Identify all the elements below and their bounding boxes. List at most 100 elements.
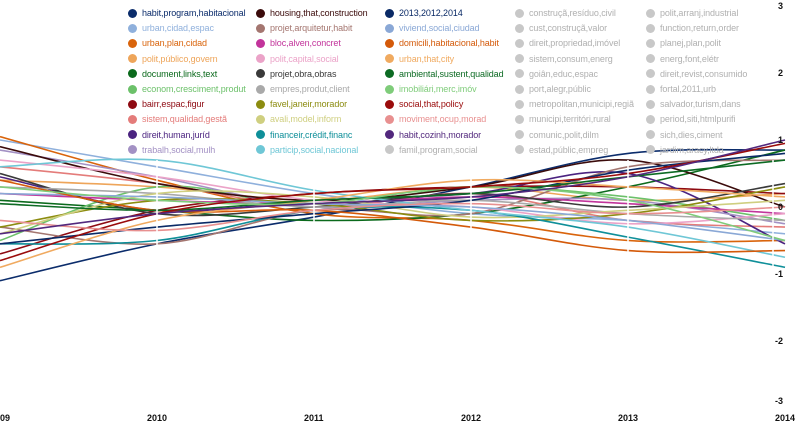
series-line-27[interactable]: [0, 202, 786, 232]
legend-item[interactable]: 2013,2012,2014: [385, 6, 463, 20]
series-line-16[interactable]: [0, 186, 786, 228]
legend-label: fortal,2011,urb: [660, 84, 716, 94]
series-line-22[interactable]: [0, 179, 786, 254]
series-line-24[interactable]: [0, 159, 786, 212]
legend-item[interactable]: urban,cidad,espac: [128, 21, 214, 35]
y-tick-label: -1: [775, 269, 783, 279]
legend-item[interactable]: bairr,espac,figur: [128, 97, 204, 111]
y-tick-label: -2: [775, 336, 783, 346]
legend-item[interactable]: construçã,resíduo,civil: [515, 6, 616, 20]
legend-item[interactable]: jardim,aracy,ltda: [646, 143, 724, 157]
legend-item[interactable]: projet,obra,obras: [256, 67, 336, 81]
legend-item[interactable]: municipi,territóri,rural: [515, 112, 611, 126]
legend-dot-icon: [646, 23, 655, 33]
legend-dot-icon: [385, 84, 394, 94]
legend-item[interactable]: social,that,policy: [385, 97, 463, 111]
series-line-4[interactable]: [0, 149, 786, 222]
legend-label: empres,produt,client: [270, 84, 350, 94]
legend-label: function,return,order: [660, 23, 739, 34]
legend-item[interactable]: goiân,educ,espac: [515, 67, 598, 81]
legend-item[interactable]: moviment,ocup,morad: [385, 112, 486, 126]
legend-dot-icon: [256, 145, 265, 155]
legend-item[interactable]: document,links,text: [128, 67, 217, 81]
series-line-26[interactable]: [0, 142, 786, 262]
legend-label: estad,públic,empreg: [529, 144, 609, 155]
legend-item[interactable]: polit,público,govern: [128, 52, 218, 66]
legend-item[interactable]: direit,propriedad,imóvel: [515, 36, 620, 50]
legend-label: financeir,crédit,financ: [270, 129, 353, 140]
legend-label: sistem,consum,energ: [529, 53, 613, 64]
legend-item[interactable]: favel,janeir,morador: [256, 97, 347, 111]
legend-item[interactable]: urban,that,city: [385, 52, 454, 66]
legend-item[interactable]: ambiental,sustent,qualidad: [385, 67, 504, 81]
legend-item[interactable]: domicili,habitacional,habit: [385, 36, 499, 50]
legend-item[interactable]: econom,cresciment,produt: [128, 82, 246, 96]
legend-label: urban,that,city: [399, 53, 455, 64]
legend-dot-icon: [385, 145, 394, 155]
legend-dot-icon: [256, 84, 265, 94]
legend-item[interactable]: trabalh,social,mulh: [128, 143, 215, 157]
legend-item[interactable]: imobiliári,merc,imóv: [385, 82, 477, 96]
legend-item[interactable]: estad,públic,empreg: [515, 143, 608, 157]
legend-label: sich,dies,ciment: [660, 129, 723, 140]
legend-label: direit,human,juríd: [142, 129, 210, 140]
series-line-15[interactable]: [0, 186, 786, 222]
series-line-10[interactable]: [0, 145, 786, 208]
legend-label: bairr,espac,figur: [142, 99, 205, 110]
legend-dot-icon: [515, 23, 524, 33]
legend-item[interactable]: direit,human,juríd: [128, 128, 210, 142]
legend-dot-icon: [385, 130, 394, 140]
legend-item[interactable]: projet,arquitetur,habit: [256, 21, 352, 35]
legend-item[interactable]: period,siti,htmlpurifi: [646, 112, 735, 126]
legend-item[interactable]: avali,model,inform: [256, 112, 341, 126]
legend-item[interactable]: habit,cozinh,morador: [385, 128, 481, 142]
series-line-20[interactable]: [0, 152, 786, 245]
series-line-25[interactable]: [0, 186, 786, 242]
legend-item[interactable]: housing,that,construction: [256, 6, 368, 20]
legend-item[interactable]: sistem,consum,energ: [515, 52, 613, 66]
series-line-3[interactable]: [0, 179, 786, 202]
legend-label: moviment,ocup,morad: [399, 114, 487, 125]
series-line-28[interactable]: [0, 139, 786, 235]
legend-item[interactable]: viviend,social,ciudad: [385, 21, 480, 35]
legend-item[interactable]: metropolitan,municipi,regiã: [515, 97, 634, 111]
legend-dot-icon: [128, 114, 137, 124]
legend-dot-icon: [128, 69, 137, 79]
legend-item[interactable]: cust,construçã,valor: [515, 21, 607, 35]
legend-item[interactable]: salvador,turism,dans: [646, 97, 741, 111]
series-line-18[interactable]: [0, 205, 786, 269]
legend-label: comunic,polit,dilm: [529, 129, 599, 140]
legend-dot-icon: [515, 130, 524, 140]
legend-item[interactable]: fortal,2011,urb: [646, 82, 716, 96]
legend-item[interactable]: famil,program,social: [385, 143, 478, 157]
legend-item[interactable]: planej,plan,polit: [646, 36, 721, 50]
x-tick-label: 2013: [618, 413, 638, 423]
legend-label: municipi,territóri,rural: [529, 114, 611, 125]
series-line-23[interactable]: [0, 178, 786, 269]
legend-label: social,that,policy: [399, 99, 464, 110]
legend-item[interactable]: polit,arranj,industrial: [646, 6, 738, 20]
legend-item[interactable]: sich,dies,ciment: [646, 128, 723, 142]
legend-item[interactable]: urban,plan,cidad: [128, 36, 207, 50]
legend-item[interactable]: comunic,polit,dilm: [515, 128, 599, 142]
legend-dot-icon: [385, 99, 394, 109]
legend-item[interactable]: function,return,order: [646, 21, 739, 35]
legend-item[interactable]: port,alegr,públic: [515, 82, 591, 96]
y-tick-label: -3: [775, 396, 783, 406]
legend-item[interactable]: empres,produt,client: [256, 82, 350, 96]
legend-item[interactable]: financeir,crédit,financ: [256, 128, 352, 142]
legend-item[interactable]: direit,revist,consumido: [646, 67, 747, 81]
legend-item[interactable]: habit,program,habitacional: [128, 6, 246, 20]
legend-dot-icon: [515, 54, 524, 64]
legend-label: construçã,resíduo,civil: [529, 8, 616, 18]
legend-item[interactable]: energ,font,elétr: [646, 52, 719, 66]
legend-label: polit,capital,social: [270, 53, 339, 64]
legend-item[interactable]: polit,capital,social: [256, 52, 339, 66]
legend-dot-icon: [646, 145, 655, 155]
legend-item[interactable]: particip,social,nacional: [256, 143, 358, 157]
legend-dot-icon: [646, 54, 655, 64]
legend-label: metropolitan,municipi,regiã: [529, 99, 634, 110]
legend-item[interactable]: sistem,qualidad,gestã: [128, 112, 227, 126]
legend-item[interactable]: bloc,alven,concret: [256, 36, 341, 50]
